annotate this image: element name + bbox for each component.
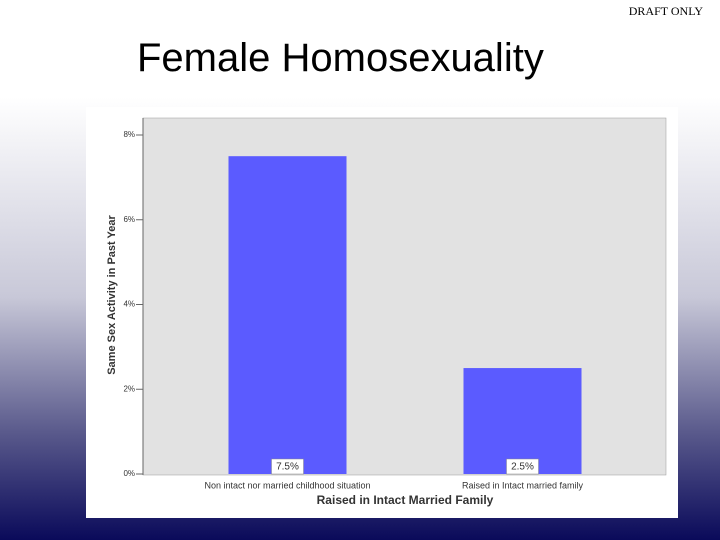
y-tick-label: 8%	[123, 130, 135, 139]
draft-note: DRAFT ONLY	[628, 4, 703, 18]
x-tick-label: Non intact nor married childhood situati…	[204, 480, 370, 490]
value-label-box	[271, 458, 304, 475]
y-tick-label: 6%	[123, 215, 135, 224]
x-tick-label: Raised in Intact married family	[462, 480, 584, 490]
y-tick-label: 2%	[123, 384, 135, 393]
value-label: 7.5%	[276, 462, 299, 473]
x-axis-label: Raised in Intact Married Family	[317, 493, 494, 507]
y-tick-label: 4%	[123, 300, 135, 309]
plot-area	[142, 117, 667, 476]
bar	[463, 368, 582, 474]
y-tick-label: 0%	[123, 469, 135, 478]
value-label: 2.5%	[511, 462, 534, 473]
value-label-box	[506, 458, 539, 475]
bar	[228, 156, 347, 474]
slide-title: Female Homosexuality	[137, 36, 544, 80]
y-axis-label: Same Sex Activity in Past Year	[106, 214, 118, 374]
